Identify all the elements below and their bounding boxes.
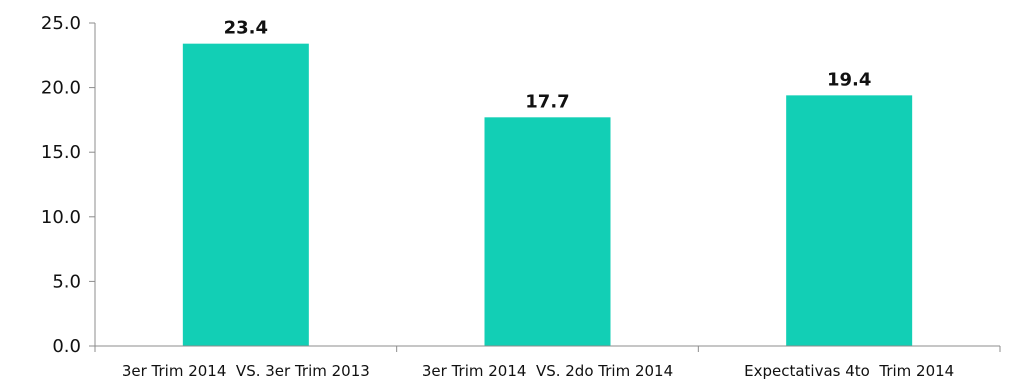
- bar: [484, 117, 611, 346]
- bar: [182, 43, 309, 347]
- y-axis-ticks: 0.0 5.0 10.0 15.0 20.0 25.0: [41, 13, 95, 357]
- bar-data-label: 19.4: [827, 69, 871, 90]
- y-tick-label: 10.0: [41, 207, 81, 228]
- y-tick-label: 20.0: [41, 78, 81, 99]
- y-tick-label: 0.0: [52, 336, 81, 357]
- bar-data-label: 17.7: [525, 91, 569, 112]
- bar-data-label: 23.4: [224, 18, 268, 39]
- bar: [786, 95, 913, 347]
- y-tick-label: 15.0: [41, 142, 81, 163]
- x-axis-ticks: [94, 346, 1001, 352]
- x-category-label: 3er Trim 2014 VS. 3er Trim 2013: [122, 362, 370, 380]
- x-category-label: 3er Trim 2014 VS. 2do Trim 2014: [422, 362, 673, 380]
- bars: [182, 43, 913, 347]
- x-axis-category-labels: 3er Trim 2014 VS. 3er Trim 2013 3er Trim …: [122, 362, 954, 380]
- data-labels: 23.4 17.7 19.4: [224, 18, 872, 113]
- y-tick-label: 5.0: [52, 271, 81, 292]
- x-category-label: Expectativas 4to Trim 2014: [744, 362, 954, 380]
- y-tick-label: 25.0: [41, 13, 81, 34]
